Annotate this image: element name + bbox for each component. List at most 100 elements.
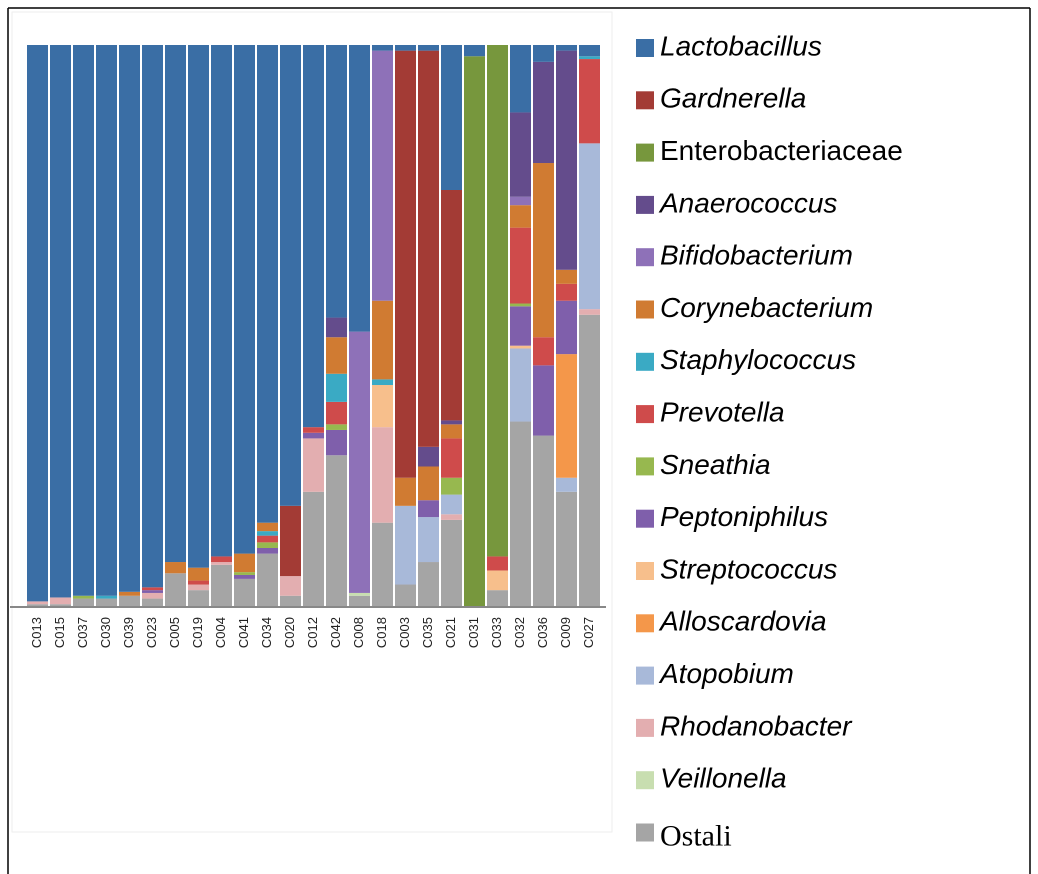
bar-segment bbox=[257, 553, 278, 607]
bar-segment bbox=[487, 45, 508, 557]
x-tick-label: C005 bbox=[167, 617, 182, 648]
legend-swatch bbox=[636, 39, 654, 57]
bar-segment bbox=[326, 424, 347, 430]
bar-segment bbox=[188, 567, 209, 581]
bar-segment bbox=[326, 429, 347, 456]
bar-segment bbox=[579, 59, 600, 144]
bar-segment bbox=[510, 348, 531, 422]
bar-segment bbox=[464, 56, 485, 608]
bar-segment bbox=[27, 601, 48, 605]
x-tick-label: C041 bbox=[236, 617, 251, 648]
legend-label: Lactobacillus bbox=[660, 30, 822, 61]
bar-segment bbox=[418, 50, 439, 447]
bar-segment bbox=[303, 427, 324, 433]
legend-label: Rhodanobacter bbox=[660, 710, 853, 741]
bar-segment bbox=[142, 590, 163, 593]
legend-label: Bifidobacterium bbox=[660, 240, 853, 271]
bar-segment bbox=[280, 45, 301, 506]
bar-segment bbox=[579, 45, 600, 57]
bar-segment bbox=[142, 598, 163, 607]
x-tick-label: C020 bbox=[282, 617, 297, 648]
bar-segment bbox=[510, 227, 531, 304]
bar-segment bbox=[441, 45, 462, 190]
x-tick-label: C035 bbox=[420, 617, 435, 648]
bar-segment bbox=[487, 570, 508, 591]
bar-segment bbox=[326, 337, 347, 374]
legend-label: Corynebacterium bbox=[660, 292, 873, 323]
legend-swatch bbox=[636, 562, 654, 580]
bar-segment bbox=[556, 45, 577, 51]
bar-segment bbox=[533, 435, 554, 607]
bar-segment bbox=[234, 578, 255, 607]
bar-segment bbox=[234, 574, 255, 579]
bar-segment bbox=[441, 189, 462, 421]
bar-segment bbox=[165, 573, 186, 607]
bar-segment bbox=[349, 592, 370, 596]
bar-segment bbox=[579, 56, 600, 60]
x-tick-label: C032 bbox=[512, 617, 527, 648]
bar-segment bbox=[303, 438, 324, 492]
bar-segment bbox=[234, 553, 255, 573]
bar-segment bbox=[142, 592, 163, 599]
legend-label: Gardnerella bbox=[660, 83, 806, 114]
x-tick-label: C008 bbox=[351, 617, 366, 648]
x-tick-label: C015 bbox=[52, 617, 67, 648]
x-tick-label: C039 bbox=[121, 617, 136, 648]
bar-segment bbox=[257, 535, 278, 543]
bar-segment bbox=[188, 584, 209, 591]
bar-segment bbox=[510, 345, 531, 349]
legend-swatch bbox=[636, 405, 654, 424]
plot-frame bbox=[11, 11, 613, 833]
bar-segment bbox=[441, 519, 462, 607]
bar-segment bbox=[257, 542, 278, 548]
bar-segment bbox=[188, 580, 209, 585]
legend-label: Anaerococcus bbox=[658, 187, 837, 218]
bar-segment bbox=[418, 517, 439, 563]
legend-label: Staphylococcus bbox=[660, 344, 856, 375]
bar-segment bbox=[280, 505, 301, 577]
bar-segment bbox=[464, 45, 485, 57]
bar-segment bbox=[510, 205, 531, 228]
legend-swatch bbox=[636, 718, 654, 737]
bar-segment bbox=[326, 373, 347, 402]
bar-segment bbox=[372, 379, 393, 386]
bar-segment bbox=[441, 494, 462, 515]
bar-segment bbox=[579, 309, 600, 315]
bar-segment bbox=[96, 598, 117, 607]
bar-segment bbox=[441, 514, 462, 520]
bar-segment bbox=[372, 50, 393, 301]
bar-segment bbox=[441, 420, 462, 425]
x-tick-label: C031 bbox=[466, 617, 481, 648]
x-tick-label: C036 bbox=[535, 617, 550, 648]
bar-segment bbox=[533, 337, 554, 366]
x-tick-label: C004 bbox=[213, 617, 228, 648]
bar-segment bbox=[119, 595, 140, 607]
bar-segment bbox=[441, 424, 462, 439]
bar-segment bbox=[533, 45, 554, 62]
bar-segment bbox=[533, 61, 554, 164]
bar-segment bbox=[50, 597, 71, 605]
bar-segment bbox=[487, 590, 508, 607]
bar-segment bbox=[326, 455, 347, 607]
legend-swatch bbox=[636, 91, 654, 110]
bar-segment bbox=[211, 556, 232, 563]
x-tick-label: C037 bbox=[75, 617, 90, 648]
bar-segment bbox=[510, 45, 531, 113]
bar-segment bbox=[188, 45, 209, 568]
bar-segment bbox=[510, 196, 531, 206]
x-tick-label: C034 bbox=[259, 617, 274, 648]
bar-segment bbox=[211, 564, 232, 607]
legend-swatch bbox=[636, 509, 654, 528]
bar-segment bbox=[119, 45, 140, 592]
bar-segment bbox=[119, 591, 140, 596]
legend-swatch bbox=[636, 352, 654, 371]
bar-segment bbox=[326, 401, 347, 425]
bar-segment bbox=[50, 45, 71, 598]
bar-segment bbox=[257, 547, 278, 554]
legend-label: Enterobacteriaceae bbox=[660, 135, 903, 166]
x-tick-label: C042 bbox=[328, 617, 343, 648]
bar-segment bbox=[395, 477, 416, 506]
bar-segment bbox=[280, 595, 301, 607]
legend-label: Alloscardovia bbox=[658, 606, 827, 637]
